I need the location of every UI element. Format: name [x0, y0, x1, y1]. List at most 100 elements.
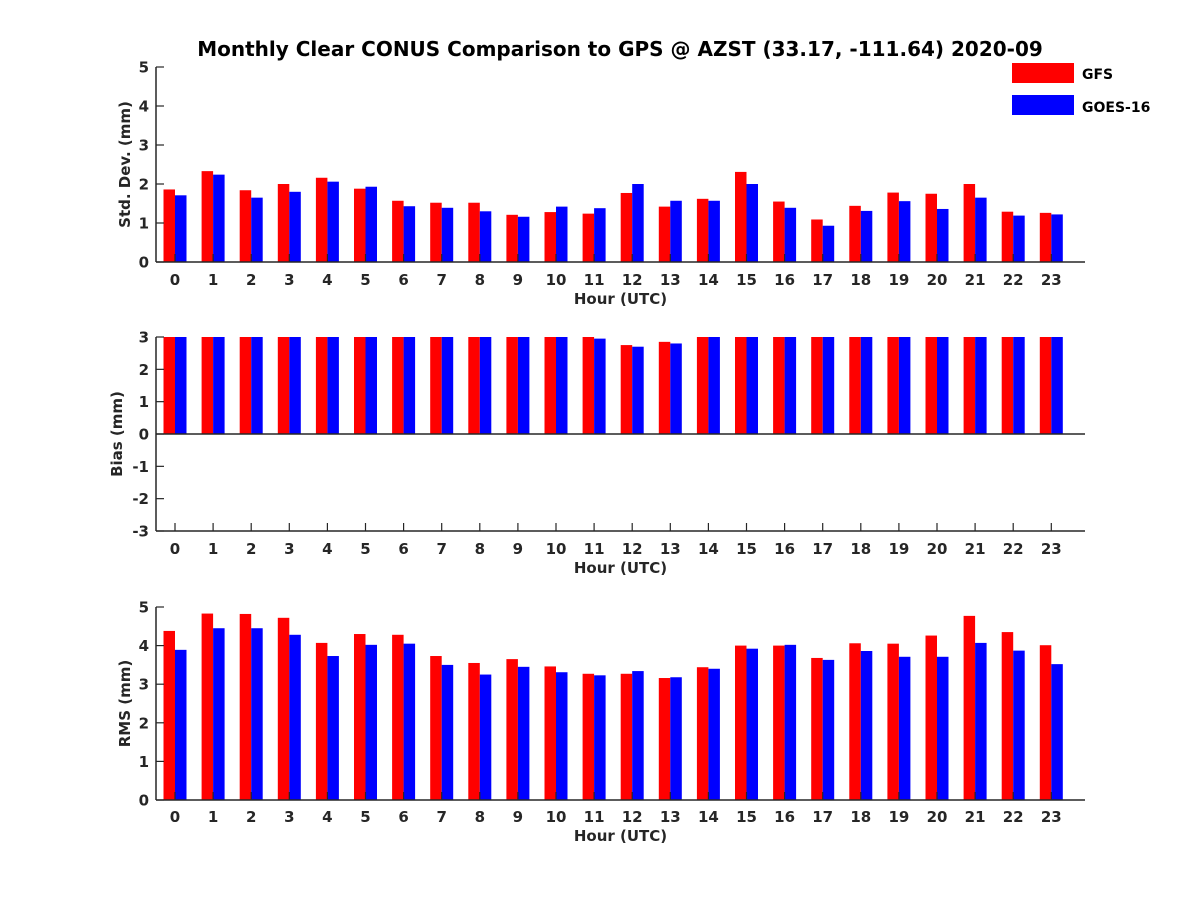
x-tick-label: 9: [513, 540, 523, 558]
x-tick-label: 5: [360, 540, 370, 558]
y-tick-label: 1: [139, 215, 149, 233]
y-tick-label: -2: [132, 490, 149, 508]
bar-gfs-hour-6: [392, 200, 404, 262]
legend-swatch-gfs: [1012, 63, 1074, 83]
x-axis-label: Hour (UTC): [574, 559, 667, 577]
bar-goes16-hour-12: [632, 671, 644, 800]
bar-gfs-hour-11: [582, 673, 595, 800]
bar-goes16-hour-13: [670, 677, 682, 800]
y-tick-label: 3: [139, 137, 149, 155]
bar-gfs-hour-0: [163, 630, 175, 800]
bar-gfs-hour-11: [582, 213, 595, 262]
bar-goes16-hour-15: [746, 337, 758, 434]
bar-gfs-hour-16: [773, 201, 785, 262]
y-tick-label: 2: [139, 176, 149, 194]
legend-label-gfs: GFS: [1082, 67, 1113, 83]
bar-gfs-hour-15: [735, 171, 747, 262]
bar-goes16-hour-12: [632, 346, 644, 434]
bar-gfs-hour-13: [658, 341, 671, 434]
bar-goes16-hour-11: [594, 338, 606, 434]
bar-gfs-hour-23: [1039, 212, 1052, 262]
bar-goes16-hour-1: [213, 628, 225, 800]
x-tick-label: 15: [736, 540, 757, 558]
bar-goes16-hour-10: [556, 337, 568, 434]
x-tick-label: 18: [850, 540, 871, 558]
bar-goes16-hour-19: [898, 201, 911, 262]
x-tick-label: 5: [360, 271, 370, 289]
bar-gfs-hour-8: [468, 662, 480, 800]
x-tick-label: 21: [965, 271, 986, 289]
x-tick-label: 8: [475, 540, 485, 558]
bar-gfs-hour-14: [696, 667, 709, 800]
x-tick-label: 20: [927, 540, 948, 558]
bar-gfs-hour-5: [354, 188, 366, 262]
bar-goes16-hour-19: [898, 656, 911, 800]
bar-goes16-hour-21: [975, 337, 987, 434]
x-tick-label: 10: [546, 540, 567, 558]
y-tick-label: 2: [139, 714, 149, 732]
bar-goes16-hour-18: [860, 337, 873, 434]
bar-gfs-hour-22: [1001, 337, 1014, 434]
y-tick-label: -3: [132, 523, 149, 541]
y-tick-label: 1: [139, 393, 149, 411]
x-tick-label: 1: [208, 540, 218, 558]
x-tick-label: 7: [436, 271, 446, 289]
x-tick-label: 19: [888, 271, 909, 289]
x-tick-label: 2: [246, 808, 256, 826]
x-tick-label: 0: [170, 808, 180, 826]
bar-gfs-hour-4: [315, 177, 328, 262]
bar-gfs-hour-21: [963, 184, 976, 262]
x-tick-label: 16: [774, 271, 795, 289]
x-tick-label: 17: [812, 540, 833, 558]
x-tick-label: 15: [736, 808, 757, 826]
x-tick-label: 14: [698, 540, 719, 558]
bar-gfs-hour-7: [430, 656, 442, 800]
x-tick-label: 12: [622, 808, 643, 826]
x-tick-label: 19: [888, 808, 909, 826]
bar-goes16-hour-18: [860, 651, 873, 800]
x-tick-label: 13: [660, 271, 681, 289]
bar-gfs-hour-11: [582, 337, 595, 434]
x-tick-label: 8: [475, 808, 485, 826]
bar-gfs-hour-19: [887, 337, 899, 434]
bar-goes16-hour-3: [289, 337, 301, 434]
x-tick-label: 5: [360, 808, 370, 826]
bar-goes16-hour-15: [746, 648, 758, 800]
x-tick-label: 11: [584, 808, 605, 826]
y-tick-label: 5: [139, 599, 149, 617]
bar-gfs-hour-6: [392, 337, 404, 434]
x-tick-label: 0: [170, 540, 180, 558]
x-tick-label: 6: [398, 271, 408, 289]
bar-goes16-hour-3: [289, 191, 301, 262]
bar-gfs-hour-20: [925, 193, 937, 262]
x-axis-label: Hour (UTC): [574, 290, 667, 308]
bar-goes16-hour-16: [784, 644, 797, 800]
x-tick-label: 3: [284, 808, 294, 826]
bar-goes16-hour-23: [1051, 337, 1063, 434]
legend: GFS GOES-16: [1012, 63, 1150, 116]
bar-gfs-hour-17: [811, 657, 823, 800]
x-tick-label: 22: [1003, 540, 1024, 558]
bar-gfs-hour-16: [773, 645, 785, 800]
bar-goes16-hour-14: [708, 668, 720, 800]
bar-goes16-hour-22: [1013, 215, 1025, 262]
bar-gfs-hour-2: [239, 337, 252, 434]
bar-goes16-hour-4: [327, 337, 339, 434]
bar-goes16-hour-20: [937, 656, 949, 800]
bar-gfs-hour-14: [696, 337, 709, 434]
bar-goes16-hour-12: [632, 184, 644, 262]
bar-gfs-hour-12: [620, 192, 633, 262]
bar-gfs-hour-4: [315, 642, 328, 800]
x-tick-label: 22: [1003, 808, 1024, 826]
bar-goes16-hour-15: [746, 184, 758, 262]
bar-goes16-hour-19: [898, 337, 911, 434]
bar-gfs-hour-12: [620, 345, 633, 434]
x-tick-label: 2: [246, 540, 256, 558]
bar-goes16-hour-17: [822, 225, 835, 262]
bar-gfs-hour-1: [201, 613, 214, 800]
bar-goes16-hour-5: [365, 186, 377, 262]
bar-goes16-hour-2: [251, 628, 263, 800]
x-tick-label: 19: [888, 540, 909, 558]
